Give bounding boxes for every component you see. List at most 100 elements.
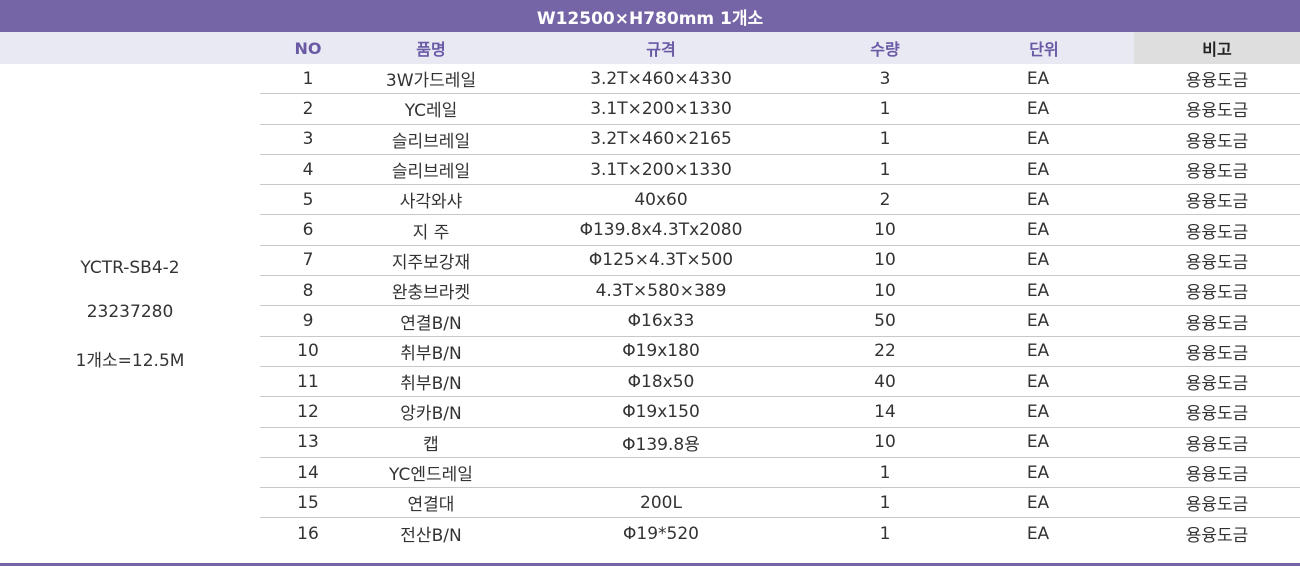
cell-note: 용융도금 xyxy=(1185,192,1249,213)
product-model: YCTR-SB4-2 xyxy=(80,258,180,278)
cell-note: 용융도금 xyxy=(1185,252,1249,273)
cell-no: 2 xyxy=(302,98,314,119)
table-row: 5 사각와샤 40x60 2 EA 용융도금 xyxy=(260,185,1300,216)
cell-name: 슬리브레일 xyxy=(391,131,471,152)
cell-no: 1 xyxy=(302,68,314,89)
cell-name: 앙카B/N xyxy=(400,404,462,425)
cell-qty: 1 xyxy=(879,462,891,483)
table-title: W12500×H780mm 1개소 xyxy=(0,0,1300,32)
product-info: YCTR-SB4-2 23237280 1개소=12.5M xyxy=(0,64,260,565)
cell-note: 용융도금 xyxy=(1185,465,1249,485)
cell-spec: 200L xyxy=(640,492,682,513)
cell-unit: EA xyxy=(1026,280,1050,301)
header-note: 비고 xyxy=(1134,32,1300,64)
header-row: NO 품명 규격 수량 단위 비고 xyxy=(0,32,1300,64)
cell-note: 용융도금 xyxy=(1185,434,1249,455)
table-row: 12 앙카B/N Φ19x150 14 EA 용융도금 xyxy=(260,397,1300,428)
cell-unit: EA xyxy=(1026,462,1050,483)
cell-no: 8 xyxy=(302,280,314,301)
cell-spec: Φ18x50 xyxy=(627,371,695,392)
cell-name: 3W가드레일 xyxy=(385,71,477,92)
header-no: NO xyxy=(294,38,322,58)
cell-qty: 14 xyxy=(874,401,896,422)
cell-qty: 10 xyxy=(874,280,896,301)
product-length: 1개소=12.5M xyxy=(75,351,185,371)
cell-unit: EA xyxy=(1026,311,1050,332)
cell-note: 용융도금 xyxy=(1185,222,1249,243)
table-row: 16 전산B/N Φ19*520 1 EA 용융도금 xyxy=(260,518,1300,548)
table-row: 8 완충브라켓 4.3T×580×389 10 EA 용융도금 xyxy=(260,276,1300,307)
cell-qty: 3 xyxy=(879,68,891,89)
cell-qty: 10 xyxy=(874,250,896,271)
header-qty: 수량 xyxy=(870,40,900,59)
cell-spec: 3.1T×200×1330 xyxy=(590,98,732,119)
cell-unit: EA xyxy=(1026,341,1050,362)
cell-unit: EA xyxy=(1026,159,1050,180)
cell-name: 취부B/N xyxy=(400,343,462,364)
table-row: 3 슬리브레일 3.2T×460×2165 1 EA 용융도금 xyxy=(260,125,1300,155)
cell-unit: EA xyxy=(1026,432,1050,453)
cell-no: 14 xyxy=(297,462,319,483)
cell-spec: Φ19x180 xyxy=(622,341,700,362)
cell-no: 16 xyxy=(297,523,319,544)
table-body: 1 3W가드레일 3.2T×460×4330 3 EA 용융도금 2 YC레일 3.1T×200… xyxy=(260,64,1300,549)
cell-name: 사각와샤 xyxy=(399,192,463,213)
cell-no: 4 xyxy=(302,159,314,180)
cell-unit: EA xyxy=(1026,98,1050,119)
cell-unit: EA xyxy=(1026,129,1050,150)
cell-no: 13 xyxy=(297,432,319,453)
cell-no: 12 xyxy=(297,401,319,422)
cell-note: 용융도금 xyxy=(1185,404,1249,425)
cell-qty: 2 xyxy=(879,189,891,210)
table-row: 13 캡 Φ139.8용 10 EA 용융도금 xyxy=(260,428,1300,458)
cell-no: 3 xyxy=(302,129,314,150)
cell-spec: Φ139.8x4.3Tx2080 xyxy=(579,220,743,241)
cell-qty: 50 xyxy=(874,311,896,332)
cell-spec: Φ139.8용 xyxy=(622,434,700,455)
cell-unit: EA xyxy=(1026,492,1050,513)
cell-no: 11 xyxy=(297,371,319,392)
cell-spec: 4.3T×580×389 xyxy=(595,280,727,301)
cell-no: 6 xyxy=(302,220,314,241)
table-row: 7 지주보강재 Φ125×4.3T×500 10 EA 용융도금 xyxy=(260,246,1300,277)
cell-spec xyxy=(506,458,816,487)
table-row: 6 지 주 Φ139.8x4.3Tx2080 10 EA 용융도금 xyxy=(260,215,1300,246)
cell-note: 용융도금 xyxy=(1185,283,1249,304)
cell-name: 연결대 xyxy=(407,495,455,516)
cell-note: 용융도금 xyxy=(1185,162,1249,183)
cell-qty: 10 xyxy=(874,432,896,453)
cell-unit: EA xyxy=(1026,371,1050,392)
cell-spec: Φ16x33 xyxy=(627,311,695,332)
cell-name: 지주보강재 xyxy=(391,252,471,273)
bottom-divider xyxy=(0,563,1300,566)
cell-spec: Φ19*520 xyxy=(623,523,699,544)
cell-note: 용융도금 xyxy=(1185,131,1249,152)
cell-name: YC엔드레일 xyxy=(389,465,473,485)
cell-name: YC레일 xyxy=(404,101,458,122)
cell-no: 15 xyxy=(297,492,319,513)
cell-note: 용융도금 xyxy=(1185,374,1249,395)
cell-name: 취부B/N xyxy=(400,374,462,395)
cell-note: 용융도금 xyxy=(1185,495,1249,516)
table-row: 11 취부B/N Φ18x50 40 EA 용융도금 xyxy=(260,367,1300,398)
cell-spec: Φ19x150 xyxy=(622,401,700,422)
table-row: 4 슬리브레일 3.1T×200×1330 1 EA 용융도금 xyxy=(260,155,1300,186)
header-unit: 단위 xyxy=(1029,40,1059,59)
header-name: 품명 xyxy=(416,40,446,59)
table-row: 9 연결B/N Φ16x33 50 EA 용융도금 xyxy=(260,306,1300,337)
cell-unit: EA xyxy=(1026,68,1050,89)
cell-name: 완충브라켓 xyxy=(391,283,471,304)
cell-qty: 10 xyxy=(874,220,896,241)
table-row: 10 취부B/N Φ19x180 22 EA 용융도금 xyxy=(260,337,1300,367)
cell-note: 용융도금 xyxy=(1185,101,1249,122)
cell-spec: 3.2T×460×2165 xyxy=(590,129,732,150)
cell-qty: 40 xyxy=(874,371,896,392)
cell-qty: 1 xyxy=(879,98,891,119)
cell-spec: 3.1T×200×1330 xyxy=(590,159,732,180)
cell-note: 용융도금 xyxy=(1185,71,1249,92)
cell-spec: 3.2T×460×4330 xyxy=(590,68,732,89)
cell-qty: 22 xyxy=(874,341,896,362)
cell-note: 용융도금 xyxy=(1185,343,1249,364)
cell-name: 캡 xyxy=(423,434,439,455)
